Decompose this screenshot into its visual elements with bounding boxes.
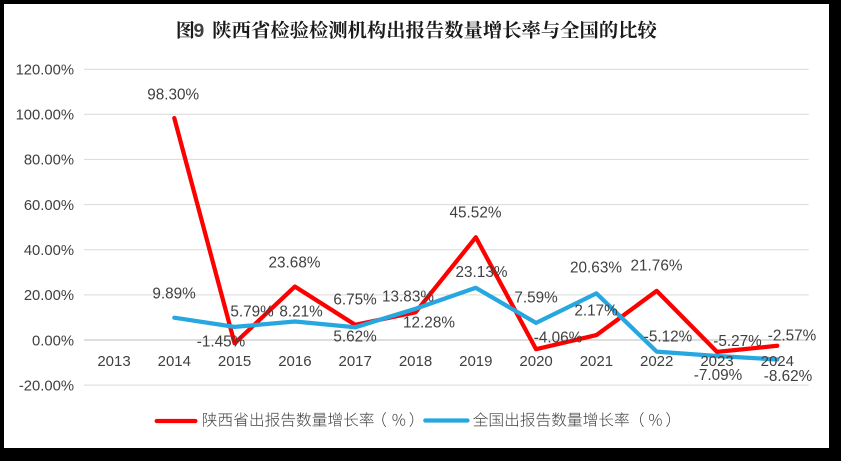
svg-text:-7.09%: -7.09% bbox=[694, 367, 743, 384]
svg-text:-5.27%: -5.27% bbox=[713, 333, 762, 350]
svg-text:21.76%: 21.76% bbox=[631, 258, 683, 275]
svg-text:7.59%: 7.59% bbox=[514, 290, 558, 307]
svg-text:120.00%: 120.00% bbox=[16, 63, 74, 79]
svg-text:2015: 2015 bbox=[218, 353, 251, 370]
svg-text:6.75%: 6.75% bbox=[333, 292, 377, 309]
svg-text:2018: 2018 bbox=[399, 353, 432, 370]
svg-text:60.00%: 60.00% bbox=[24, 198, 74, 214]
svg-text:8.21%: 8.21% bbox=[279, 304, 323, 321]
svg-text:-8.62%: -8.62% bbox=[764, 368, 813, 385]
svg-text:2020: 2020 bbox=[519, 353, 552, 370]
svg-text:2019: 2019 bbox=[459, 353, 492, 370]
svg-text:5.79%: 5.79% bbox=[230, 304, 274, 321]
svg-text:13.83%: 13.83% bbox=[382, 289, 434, 306]
svg-text:-20.00%: -20.00% bbox=[19, 378, 74, 394]
svg-text:-4.06%: -4.06% bbox=[534, 330, 583, 347]
svg-text:2021: 2021 bbox=[580, 353, 613, 370]
svg-text:45.52%: 45.52% bbox=[450, 205, 502, 222]
svg-text:-2.57%: -2.57% bbox=[768, 328, 817, 345]
svg-text:100.00%: 100.00% bbox=[16, 108, 74, 124]
svg-text:-5.12%: -5.12% bbox=[644, 329, 693, 346]
svg-text:23.68%: 23.68% bbox=[269, 255, 321, 272]
svg-text:2024: 2024 bbox=[761, 353, 794, 370]
svg-text:2013: 2013 bbox=[97, 353, 130, 370]
svg-text:9.89%: 9.89% bbox=[152, 286, 196, 303]
svg-text:20.63%: 20.63% bbox=[570, 260, 622, 277]
svg-text:2022: 2022 bbox=[640, 353, 673, 370]
svg-text:2014: 2014 bbox=[158, 353, 191, 370]
svg-text:2017: 2017 bbox=[339, 353, 372, 370]
svg-text:0.00%: 0.00% bbox=[32, 333, 74, 349]
svg-text:5.62%: 5.62% bbox=[333, 329, 377, 346]
svg-text:12.28%: 12.28% bbox=[403, 315, 455, 332]
svg-text:9: 9 bbox=[194, 21, 205, 42]
svg-text:23.13%: 23.13% bbox=[456, 264, 508, 281]
svg-text:80.00%: 80.00% bbox=[24, 153, 74, 169]
svg-text:2.17%: 2.17% bbox=[574, 303, 618, 320]
svg-text:98.30%: 98.30% bbox=[147, 87, 199, 104]
svg-text:2016: 2016 bbox=[278, 353, 311, 370]
svg-text:-1.45%: -1.45% bbox=[197, 334, 246, 351]
svg-text:40.00%: 40.00% bbox=[24, 243, 74, 259]
svg-text:2023: 2023 bbox=[700, 353, 733, 370]
svg-text:20.00%: 20.00% bbox=[24, 288, 74, 304]
